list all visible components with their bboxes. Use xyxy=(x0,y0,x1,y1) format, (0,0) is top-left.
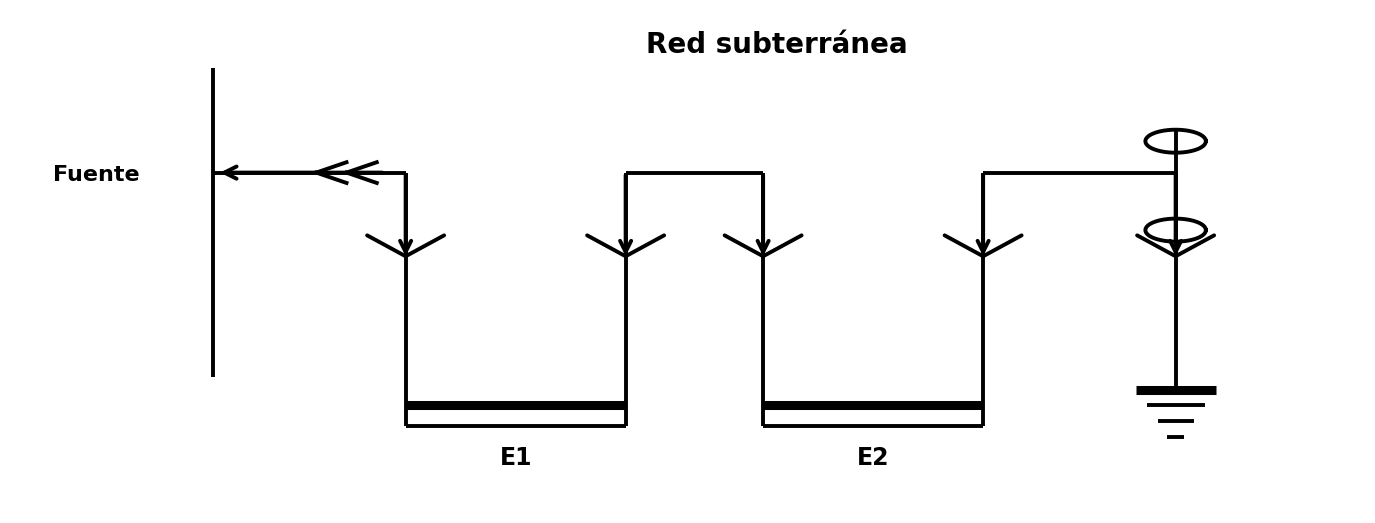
Text: E1: E1 xyxy=(499,446,532,470)
Text: Red subterránea: Red subterránea xyxy=(646,31,908,60)
Text: Fuente: Fuente xyxy=(54,165,140,185)
Text: E2: E2 xyxy=(857,446,890,470)
